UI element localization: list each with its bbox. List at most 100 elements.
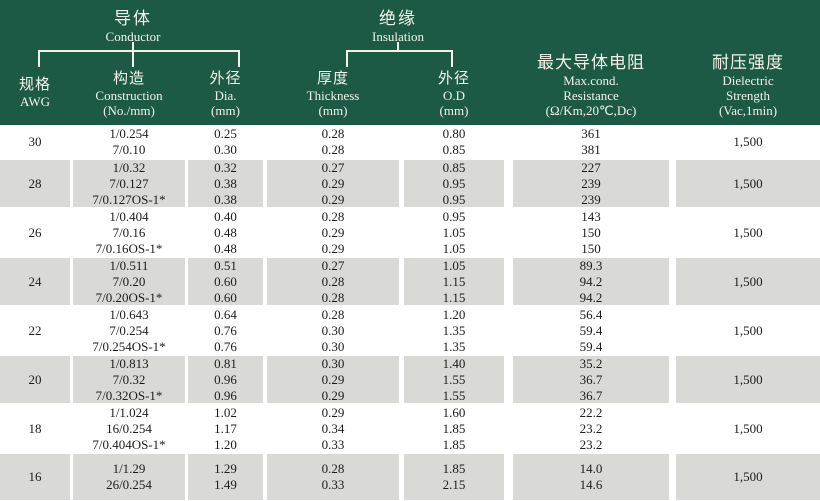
col-dia-unit: (mm): [211, 103, 240, 118]
col-awg-en: AWG: [19, 94, 50, 109]
value: 0.30: [321, 355, 345, 371]
value: 0.30: [214, 142, 237, 157]
col-dia-cn: 外径: [209, 71, 242, 87]
value: 26/0.254: [106, 477, 152, 492]
value: 0.96: [214, 371, 237, 387]
value: 0.76: [214, 338, 237, 354]
value: 0.28: [321, 306, 345, 322]
value: 0.80: [442, 126, 466, 141]
dielectric-cell: 1,500: [676, 404, 820, 453]
col-construction-cn: 构造: [112, 71, 145, 87]
col-resistance-unit: (Ω/Km,20℃,Dc): [545, 103, 637, 118]
value: 239: [581, 175, 601, 191]
value: 1.20: [442, 306, 466, 322]
col-dielectric-cn: 耐压强度: [712, 53, 784, 72]
value: 26: [28, 224, 42, 240]
awg-cell: 18: [0, 404, 70, 453]
value: 0.29: [321, 224, 345, 240]
value: 1/0.813: [109, 355, 149, 371]
value: 1.85: [442, 436, 466, 452]
value: 1.15: [442, 289, 466, 305]
dielectric-cell: 1,500: [676, 208, 820, 257]
dia-cell: 0.64 0.76 0.76: [188, 306, 263, 355]
od-cell: 1.20 1.35 1.35: [404, 306, 504, 355]
conductor-bracket-line: [38, 50, 240, 52]
awg-cell: 28: [0, 160, 70, 207]
table-row-group: 22 1/0.643 7/0.254 7/0.254OS-1* 0.64 0.76 0.76…: [0, 306, 820, 355]
value: 0.30: [321, 322, 345, 338]
value: 0.30: [321, 338, 345, 354]
col-dielectric-en: Dielectric: [722, 73, 774, 88]
od-cell: 1.85 2.15: [404, 454, 504, 500]
value: 0.33: [321, 436, 345, 452]
value: 0.40: [214, 208, 237, 224]
thickness-cell: 0.29 0.34 0.33: [267, 404, 399, 453]
col-thickness-unit: (mm): [318, 103, 348, 118]
od-cell: 1.05 1.15 1.15: [404, 258, 504, 305]
insulation-bracket-stem: [397, 42, 399, 51]
value: 1.55: [442, 371, 466, 387]
conductor-title-en: Conductor: [105, 29, 161, 44]
value: 7/0.127OS-1*: [92, 191, 166, 207]
resistance-cell: 22.2 23.2 23.2: [513, 404, 669, 453]
dia-cell: 0.25 0.30: [188, 125, 263, 159]
value: 0.27: [321, 257, 345, 273]
col-dielectric-unit: (Vac,1min): [718, 103, 778, 118]
col-construction-en: Construction: [95, 88, 163, 103]
value: 7/0.16OS-1*: [95, 240, 163, 256]
column-header-resistance: 最大导体电阻 Max.cond. Resistance (Ω/Km,20℃,Dc…: [505, 52, 677, 118]
value: 0.29: [321, 371, 345, 387]
dielectric-cell: 1,500: [676, 160, 820, 207]
value: 1,500: [733, 322, 763, 338]
value: 7/0.20OS-1*: [95, 289, 163, 305]
value: 1.29: [214, 461, 237, 476]
table-row-group: 20 1/0.813 7/0.32 7/0.32OS-1* 0.81 0.96 0.96 0.…: [0, 355, 820, 404]
value: 0.29: [321, 240, 345, 256]
thickness-cell: 0.27 0.28 0.28: [267, 258, 399, 305]
value: 0.28: [321, 289, 345, 305]
resistance-cell: 361 381: [513, 125, 669, 159]
od-cell: 1.40 1.55 1.55: [404, 356, 504, 403]
insulation-bracket-drop-right: [451, 50, 453, 67]
od-cell: 0.80 0.85: [404, 125, 504, 159]
value: 1,500: [733, 420, 763, 436]
value: 1.20: [214, 436, 237, 452]
insulation-bracket-drop-left: [346, 50, 348, 67]
value: 59.4: [579, 338, 603, 354]
col-construction-unit: (No./mm): [103, 103, 155, 118]
thickness-cell: 0.28 0.33: [267, 454, 399, 500]
value: 7/0.32: [112, 371, 146, 387]
thickness-cell: 0.28 0.28: [267, 125, 399, 159]
insulation-bracket-line: [346, 50, 453, 52]
value: 0.27: [321, 159, 345, 175]
construction-cell: 1/0.254 7/0.10: [73, 125, 185, 159]
value: 28: [28, 175, 42, 191]
construction-cell: 1/0.643 7/0.254 7/0.254OS-1*: [73, 306, 185, 355]
value: 36.7: [579, 371, 603, 387]
od-cell: 0.85 0.95 0.95: [404, 160, 504, 207]
value: 22.2: [579, 404, 603, 420]
conductor-bracket-drop-mid: [132, 50, 134, 67]
table-row-group: 18 1/1.024 16/0.254 7/0.404OS-1* 1.02 1.17 1.2…: [0, 404, 820, 453]
value: 239: [581, 191, 601, 207]
value: 0.29: [321, 175, 345, 191]
value: 16/0.254: [106, 420, 152, 436]
value: 0.32: [214, 159, 237, 175]
value: 0.28: [321, 461, 345, 476]
awg-cell: 22: [0, 306, 70, 355]
col-awg-cn: 规格: [18, 77, 51, 93]
resistance-cell: 14.0 14.6: [513, 454, 669, 500]
value: 7/0.20: [112, 273, 146, 289]
dielectric-cell: 1,500: [676, 125, 820, 159]
thickness-cell: 0.27 0.29 0.29: [267, 160, 399, 207]
value: 35.2: [579, 355, 603, 371]
value: 56.4: [579, 306, 603, 322]
value: 1,500: [733, 273, 763, 289]
value: 0.95: [442, 208, 466, 224]
value: 0.95: [442, 175, 466, 191]
awg-cell: 30: [0, 125, 70, 159]
awg-cell: 24: [0, 258, 70, 305]
value: 1/0.404: [109, 208, 149, 224]
value: 0.29: [321, 404, 345, 420]
